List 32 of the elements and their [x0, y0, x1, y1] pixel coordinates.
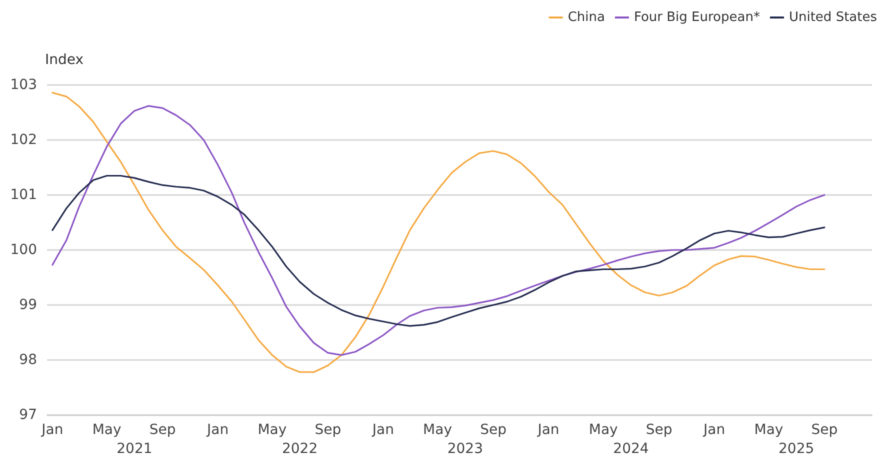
legend-label: United States [788, 10, 878, 25]
x-tick-label: Sep [811, 422, 838, 438]
x2-tick-label: 2024 [613, 441, 649, 457]
y-tick-label: 101 [10, 187, 37, 203]
x-tick-label: Jan [371, 422, 394, 438]
x-tick-label: May [588, 422, 618, 438]
x-tick-label: May [92, 422, 122, 438]
x2-tick-label: 2023 [447, 441, 483, 457]
x2-tick-label: 2021 [116, 441, 152, 457]
x-tick-label: Sep [149, 422, 176, 438]
x-tick-label: May [754, 422, 784, 438]
legend-label: China [568, 10, 605, 25]
y-tick-label: 102 [10, 132, 37, 148]
x2-tick-label: 2022 [282, 441, 318, 457]
y-tick-label: 100 [10, 242, 37, 258]
y-tick-label: 103 [10, 77, 37, 93]
x-tick-label: May [423, 422, 452, 438]
x2-tick-label: 2025 [778, 441, 814, 457]
x-tick-label: Jan [536, 422, 560, 438]
x-tick-label: Jan [40, 422, 64, 438]
x-tick-label: Sep [314, 422, 342, 438]
y-tick-label: 97 [19, 407, 37, 423]
x-tick-label: May [258, 422, 287, 438]
y-tick-label: 98 [19, 352, 37, 368]
x-tick-label: Sep [646, 422, 672, 438]
x-tick-label: Jan [206, 422, 229, 438]
x-tick-label: Sep [480, 422, 507, 438]
y-tick-label: 99 [19, 297, 37, 313]
line-series [52, 174, 826, 327]
legend-label: Four Big European* [634, 10, 760, 25]
y-axis-title: Index [45, 52, 84, 68]
x-tick-label: Jan [702, 422, 726, 438]
